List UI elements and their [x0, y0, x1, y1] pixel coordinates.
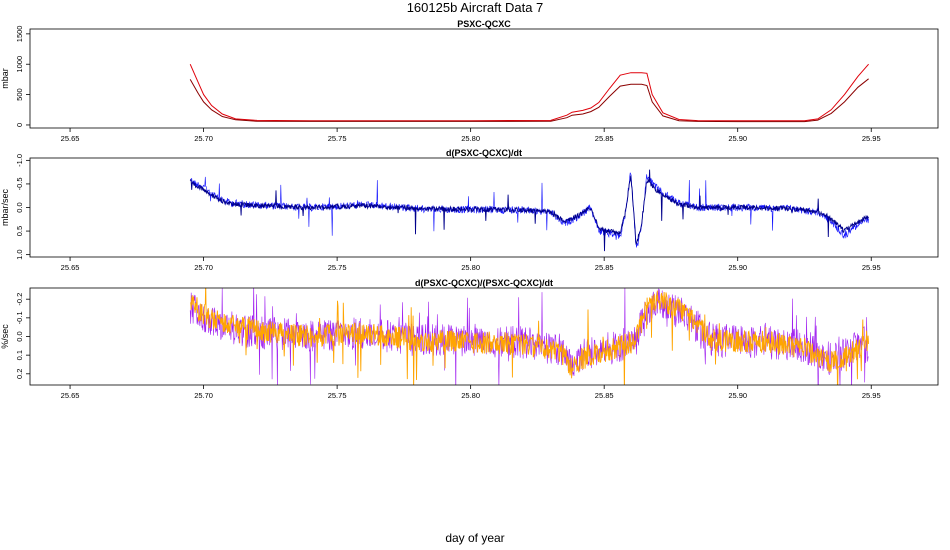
panel-title: PSXC-QCXC [457, 19, 511, 29]
x-tick-label: 25.95 [862, 134, 881, 143]
y-axis-label: %/sec [0, 324, 10, 349]
x-tick-label: 25.70 [194, 134, 213, 143]
x-tick-label: 25.65 [61, 134, 80, 143]
x-tick-label: 25.85 [595, 391, 614, 400]
y-tick-label: 1.0 [15, 249, 24, 259]
x-tick-label: 25.75 [328, 134, 347, 143]
x-tick-label: 25.85 [595, 134, 614, 143]
y-tick-label: -0.1 [15, 311, 24, 324]
plot-frame [29, 157, 939, 258]
series-line [189, 78, 869, 123]
plot-frame [29, 28, 939, 129]
y-tick-label: -0.2 [15, 293, 24, 306]
series-line [189, 63, 869, 122]
y-tick-label: 1500 [15, 26, 24, 43]
panel-title: d(PSXC-QCXC)/(PSXC-QCXC)/dt [415, 278, 553, 288]
x-tick-label: 25.70 [194, 391, 213, 400]
x-tick-label: 25.80 [461, 134, 480, 143]
x-tick-label: 25.95 [862, 263, 881, 272]
y-axis-label: mbar/sec [0, 188, 10, 226]
y-tick-label: 0.5 [15, 226, 24, 236]
y-tick-label: 0.0 [15, 331, 24, 341]
y-tick-label: 0.1 [15, 350, 24, 360]
x-axis-label: day of year [445, 531, 505, 545]
figure-title: 160125b Aircraft Data 7 [406, 0, 544, 15]
y-tick-label: -0.5 [15, 177, 24, 190]
x-tick-label: 25.75 [328, 263, 347, 272]
series-line [189, 169, 870, 252]
panel-title: d(PSXC-QCXC)/dt [446, 148, 522, 158]
series-line [190, 288, 870, 385]
x-tick-label: 25.85 [595, 263, 614, 272]
plot-frame [29, 287, 939, 386]
y-tick-label: 1000 [15, 56, 24, 73]
x-tick-label: 25.65 [61, 391, 80, 400]
x-tick-label: 25.75 [328, 391, 347, 400]
y-tick-label: -1.0 [15, 154, 24, 167]
y-tick-label: 500 [15, 88, 24, 101]
y-tick-label: 0.2 [15, 369, 24, 379]
y-tick-label: 0 [15, 123, 24, 127]
y-axis-label: mbar [0, 68, 10, 89]
x-tick-label: 25.95 [862, 391, 881, 400]
x-tick-label: 25.90 [728, 263, 747, 272]
x-tick-label: 25.80 [461, 391, 480, 400]
y-tick-label: 0.0 [15, 202, 24, 212]
x-tick-label: 25.70 [194, 263, 213, 272]
x-tick-label: 25.65 [61, 263, 80, 272]
x-tick-label: 25.90 [728, 134, 747, 143]
x-tick-label: 25.80 [461, 263, 480, 272]
x-tick-label: 25.90 [728, 391, 747, 400]
